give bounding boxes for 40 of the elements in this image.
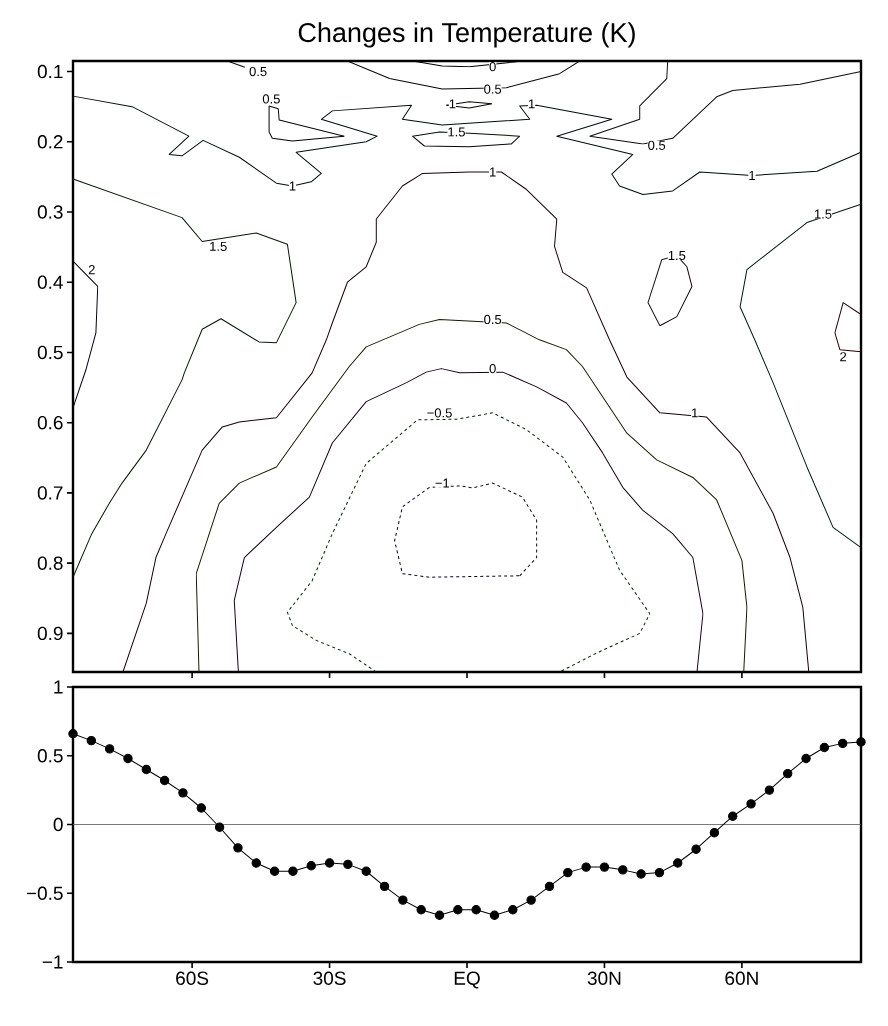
- y-tick-label: 0.4: [37, 275, 63, 289]
- y-tick-label: 0.2: [37, 135, 63, 149]
- y-tick-label: 0.6: [37, 415, 63, 430]
- annotation: 0.5: [648, 140, 666, 150]
- annotation: 1: [289, 181, 296, 191]
- annotation: 2: [840, 352, 847, 362]
- y-tick-label: 0.5: [37, 345, 63, 360]
- y-tick-label: 1: [54, 680, 63, 694]
- annotation: 1: [490, 167, 496, 177]
- annotation: 2: [88, 265, 95, 275]
- annotation: −1: [435, 478, 450, 488]
- y-tick-label: 0.5: [37, 749, 63, 763]
- y-tick-label: 0.9: [37, 626, 63, 641]
- x-tick-label: 30N: [587, 971, 621, 985]
- x-tick-label: 60N: [725, 971, 758, 985]
- chart-title: Changes in Temperature (K): [298, 22, 635, 48]
- annotation: 1.5: [448, 127, 465, 137]
- y-tick-label: 0.7: [37, 486, 63, 500]
- annotation: 1: [749, 171, 755, 180]
- x-tick-label: EQ: [454, 971, 480, 989]
- y-tick-label: 0.3: [37, 205, 63, 219]
- annotation: −0.5: [427, 408, 452, 418]
- annotation: 0.5: [262, 94, 280, 104]
- annotation: 0: [489, 62, 496, 72]
- x-tick-label: 60S: [176, 971, 209, 985]
- y-tick-label: 0.8: [37, 556, 63, 570]
- x-tick-label: 30S: [313, 971, 346, 985]
- annotation: 1: [692, 408, 698, 418]
- annotation: 0.5: [249, 66, 267, 77]
- annotation: 1.5: [210, 241, 227, 251]
- y-tick-label: −1: [42, 955, 63, 969]
- y-tick-label: 0.1: [37, 64, 63, 79]
- y-tick-label: −0.5: [26, 886, 63, 900]
- annotation: 0.5: [484, 84, 502, 94]
- annotation: 0.5: [484, 314, 502, 325]
- annotation: 1: [449, 99, 456, 109]
- annotation: 0: [489, 364, 496, 374]
- annotation: 1.5: [814, 209, 832, 219]
- annotation: 1: [528, 99, 535, 109]
- y-tick-label: 0: [53, 817, 63, 832]
